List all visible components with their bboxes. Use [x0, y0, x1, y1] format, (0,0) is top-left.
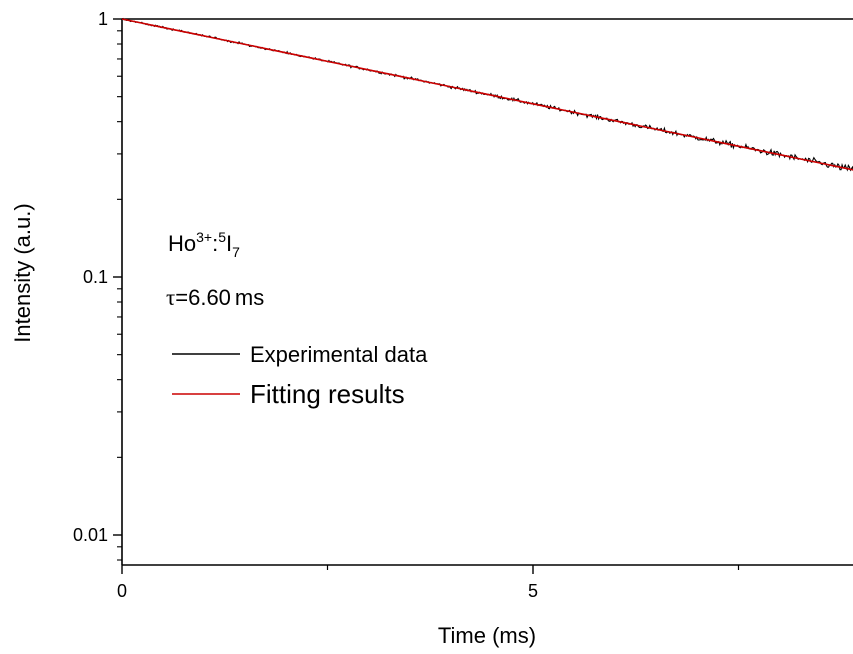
x-tick-label: 5: [528, 581, 538, 601]
ion-base: Ho: [168, 231, 196, 256]
x-axis-title: Time (ms): [438, 623, 536, 648]
legend: Experimental data Fitting results: [172, 342, 428, 409]
tau-unit: ms: [235, 285, 264, 310]
level-base: I: [226, 231, 232, 256]
legend-label-experimental-data: Experimental data: [250, 342, 428, 367]
plot-area: 051015 10.10.01: [73, 9, 853, 601]
ion-label: Ho3+:5I7: [168, 229, 240, 260]
series-fitting-results: [121, 18, 853, 171]
tau-symbol: τ: [166, 285, 175, 310]
lifetime-label: τ=6.60 ms: [166, 285, 264, 310]
x-ticks: 051015: [117, 565, 740, 601]
ion-charge: 3+: [196, 229, 212, 245]
tau-value: =6.60: [175, 285, 231, 310]
y-axis-title: Intensity (a.u.): [10, 203, 35, 342]
legend-label-fitting-results: Fitting results: [250, 379, 405, 409]
y-tick-label: 0.01: [73, 525, 108, 545]
y-ticks: 1 0.1 0.01: [73, 9, 122, 561]
y-tick-label: 1: [98, 9, 108, 29]
series-experimental-data: [121, 17, 853, 172]
y-tick-label: 0.1: [83, 267, 108, 287]
level-superscript: 5: [218, 229, 226, 245]
x-tick-label: 0: [117, 581, 127, 601]
ion-separator: :: [212, 231, 218, 256]
level-subscript: 7: [232, 244, 240, 260]
